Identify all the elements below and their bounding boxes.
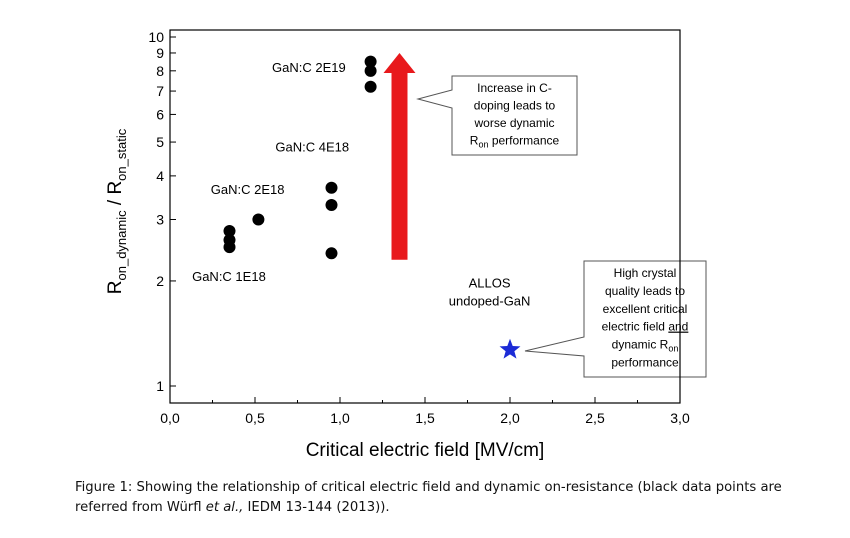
y-tick-label: 3	[156, 211, 164, 227]
star-data-point	[499, 338, 521, 359]
callout-shape	[416, 75, 578, 156]
callout-line: quality leads to	[605, 284, 685, 298]
ticks: 0,0 0,5 1,0 1,5 2,0 2,5 3,0 1 2 3 4 5 6 7 8 910	[148, 29, 690, 426]
data-point	[223, 225, 236, 238]
data-point	[252, 213, 265, 226]
y-tick-label: 5	[156, 134, 164, 150]
point-label: GaN:C 4E18	[275, 139, 349, 154]
x-tick-label: 3,0	[670, 410, 690, 426]
point-label: GaN:C 2E19	[272, 60, 346, 75]
data-point	[325, 247, 338, 260]
callout-line: doping leads to	[474, 98, 556, 112]
x-axis-title: Critical electric field [MV/cm]	[306, 440, 545, 461]
figure-caption: Figure 1: Showing the relationship of cr…	[75, 478, 805, 518]
callout-boxes: Increase in C-doping leads to worse dynam…	[416, 75, 707, 378]
point-labels: GaN:C 1E18 GaN:C 2E18 GaN:C 4E18 GaN:C 2E19…	[192, 60, 530, 309]
callout-allos: High crystal quality leads to excellent cr…	[524, 260, 707, 378]
caption-text-1: Figure 1: Showing the relationship of cr…	[75, 480, 786, 515]
y-tick-label: 1	[156, 378, 164, 394]
callout-line: Ron performance	[470, 133, 560, 149]
red-arrow	[383, 52, 416, 260]
y-tick-label: 6	[156, 106, 164, 122]
data-point	[325, 199, 338, 212]
point-label: GaN:C 2E18	[211, 182, 285, 197]
callout-line: excellent critical	[603, 302, 688, 316]
callout-line: worse dynamic	[473, 116, 554, 130]
point-label: GaN:C 1E18	[192, 269, 266, 284]
x-tick-label: 0,0	[160, 410, 180, 426]
x-tick-label: 1,5	[415, 410, 435, 426]
x-tick-label: 2,5	[585, 410, 605, 426]
y-tick-label: 2	[156, 273, 164, 289]
data-points	[223, 55, 521, 359]
callout-line: High crystal	[614, 266, 677, 280]
x-tick-label: 0,5	[245, 410, 265, 426]
callout-line: electric field and	[602, 320, 689, 334]
data-point	[223, 234, 236, 247]
y-tick-label: 10	[148, 29, 164, 45]
callout-line: performance	[611, 355, 679, 369]
data-point	[364, 80, 377, 93]
y-tick-label: 7	[156, 83, 164, 99]
x-tick-label: 1,0	[330, 410, 350, 426]
y-tick-label: 4	[156, 168, 164, 184]
data-point	[325, 181, 338, 194]
callout-line: dynamic Ron	[612, 337, 679, 353]
y-tick-label: 9	[156, 45, 164, 61]
data-point	[364, 55, 377, 68]
x-tick-label: 2,0	[500, 410, 520, 426]
data-point	[364, 64, 377, 77]
caption-text-2: IEDM 13-144 (2013)).	[243, 500, 390, 515]
callout-doping: Increase in C-doping leads to worse dynam…	[416, 75, 578, 156]
callout-shape	[524, 260, 707, 378]
red-arrow-shape	[383, 52, 416, 260]
allos-label: ALLOS undoped-GaN	[449, 276, 531, 309]
axis-titles: Critical electric field [MV/cm] Ron_dynam…	[105, 128, 544, 461]
caption-italic: et al.,	[205, 500, 244, 515]
y-axis-title: Ron_dynamic / Ron_static	[105, 128, 129, 294]
y-tick-label: 8	[156, 63, 164, 79]
callout-line: Increase in C-	[477, 81, 552, 95]
